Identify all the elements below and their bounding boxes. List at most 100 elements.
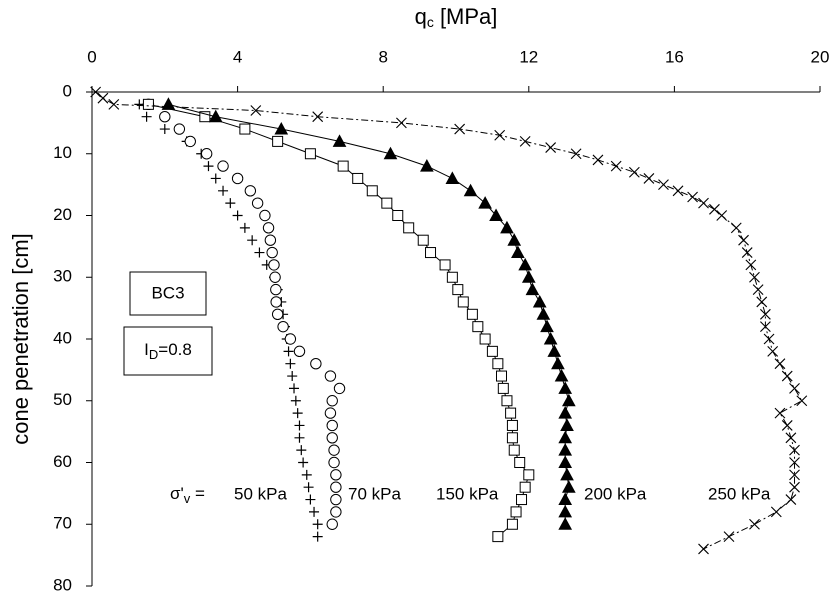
- marker: [752, 284, 764, 295]
- y-axis-title: cone penetration [cm]: [8, 233, 33, 445]
- x-tick-label: 20: [811, 47, 830, 66]
- marker: [264, 234, 277, 246]
- marker: [506, 518, 518, 530]
- y-tick-label: 50: [53, 390, 72, 409]
- marker: [789, 383, 800, 394]
- y-tick-label: 20: [53, 205, 72, 224]
- marker: [698, 197, 709, 209]
- marker: [269, 271, 281, 283]
- marker: [518, 257, 533, 271]
- marker: [381, 197, 393, 209]
- marker: [730, 222, 742, 234]
- marker: [366, 185, 378, 197]
- series-label: 70 kPa: [348, 484, 401, 503]
- marker: [519, 136, 531, 147]
- marker: [454, 123, 466, 135]
- marker: [225, 198, 236, 209]
- marker: [108, 98, 120, 110]
- series-label: 250 kPa: [708, 484, 771, 503]
- marker: [561, 480, 576, 493]
- series: [90, 86, 808, 555]
- x-tick-label: 16: [665, 47, 684, 66]
- marker: [785, 432, 797, 444]
- marker: [232, 210, 243, 221]
- marker: [208, 109, 223, 123]
- marker: [259, 209, 271, 222]
- marker: [289, 383, 300, 394]
- marker: [420, 159, 434, 172]
- x-tick-label: 12: [519, 47, 538, 66]
- marker: [270, 296, 282, 308]
- marker: [328, 444, 340, 456]
- marker: [767, 345, 779, 357]
- marker: [277, 320, 289, 333]
- marker: [203, 161, 214, 172]
- marker: [173, 123, 186, 135]
- marker: [489, 208, 503, 221]
- marker: [337, 160, 349, 172]
- marker: [796, 395, 808, 407]
- marker: [554, 369, 569, 382]
- marker: [558, 517, 573, 530]
- marker: [523, 469, 535, 481]
- marker: [687, 191, 698, 203]
- marker: [570, 148, 582, 160]
- marker: [296, 445, 307, 456]
- marker: [525, 282, 540, 296]
- marker: [272, 135, 284, 147]
- marker: [392, 210, 404, 221]
- series: [142, 98, 535, 543]
- marker: [672, 185, 684, 197]
- marker: [332, 134, 347, 147]
- marker: [309, 506, 320, 517]
- marker: [511, 245, 525, 259]
- marker: [262, 222, 275, 234]
- marker: [501, 395, 513, 407]
- marker: [330, 469, 342, 481]
- marker: [521, 270, 536, 283]
- marker: [310, 358, 322, 370]
- marker: [749, 518, 760, 530]
- marker: [551, 356, 565, 370]
- marker: [540, 319, 554, 333]
- marker: [558, 504, 573, 518]
- marker: [200, 148, 213, 160]
- marker: [774, 358, 786, 370]
- marker: [290, 395, 301, 406]
- marker: [298, 457, 309, 468]
- series-line: [95, 91, 803, 550]
- marker: [383, 146, 398, 160]
- marker: [199, 111, 211, 123]
- marker: [303, 482, 314, 493]
- marker: [643, 173, 655, 184]
- series: [161, 97, 576, 530]
- marker: [210, 173, 221, 184]
- marker: [658, 179, 669, 191]
- marker: [478, 196, 492, 209]
- marker: [285, 358, 296, 369]
- marker: [514, 457, 526, 468]
- y-tick-label: 10: [53, 143, 72, 162]
- marker: [547, 344, 562, 357]
- marker: [352, 172, 364, 184]
- marker: [545, 142, 557, 153]
- marker: [741, 247, 753, 258]
- marker: [97, 92, 109, 104]
- marker: [330, 481, 342, 493]
- marker: [628, 166, 640, 178]
- marker: [486, 345, 498, 357]
- marker: [457, 296, 469, 308]
- marker: [271, 308, 284, 320]
- x-tick-label: 4: [233, 47, 242, 66]
- annotation: σ'v =: [170, 484, 205, 506]
- marker: [789, 457, 800, 468]
- marker: [760, 321, 771, 333]
- y-tick-label: 40: [53, 328, 72, 347]
- marker: [134, 99, 145, 110]
- marker: [558, 406, 573, 419]
- y-tick-label: 80: [53, 575, 72, 594]
- marker: [466, 308, 478, 320]
- marker: [763, 333, 775, 345]
